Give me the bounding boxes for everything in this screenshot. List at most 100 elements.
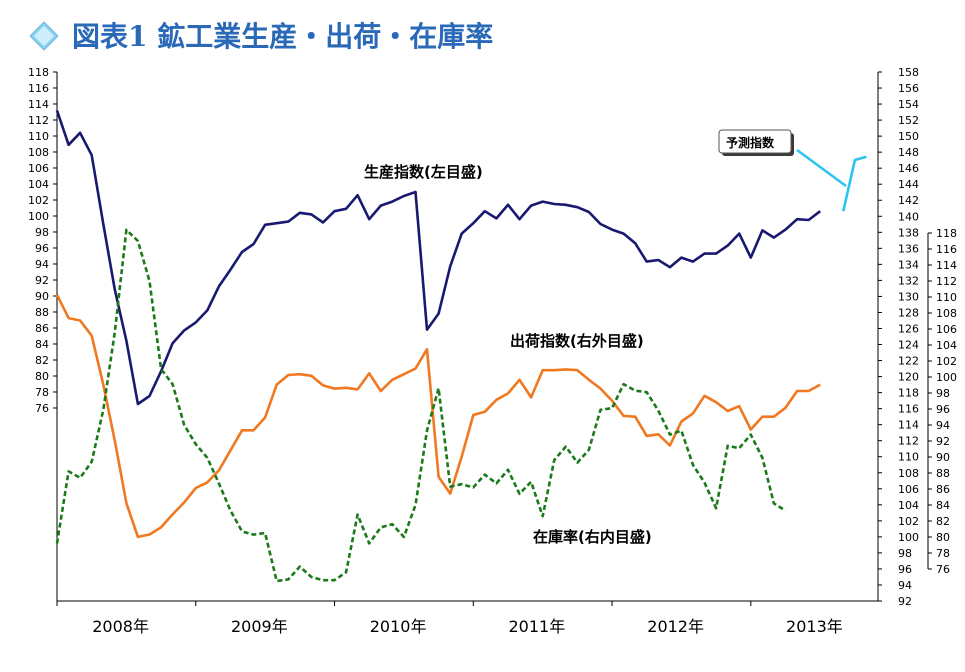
right-inner-tick-label: 116 <box>936 243 957 256</box>
x-tick-label: 2013年 <box>786 617 843 636</box>
right-inner-tick-label: 78 <box>936 547 950 560</box>
right-outer-tick-label: 152 <box>898 114 919 127</box>
right-outer-tick-label: 156 <box>898 82 919 95</box>
right-outer-tick-label: 102 <box>898 515 919 528</box>
right-inner-tick-label: 114 <box>936 259 957 272</box>
right-outer-tick-label: 110 <box>898 451 919 464</box>
right-outer-tick-label: 116 <box>898 403 919 416</box>
left-tick-label: 98 <box>35 226 49 239</box>
left-tick-label: 92 <box>35 274 49 287</box>
right-outer-tick-label: 142 <box>898 194 919 207</box>
x-tick-label: 2010年 <box>370 617 427 636</box>
left-tick-label: 76 <box>35 402 49 415</box>
right-outer-tick-label: 150 <box>898 130 919 143</box>
right-outer-tick-label: 136 <box>898 242 919 255</box>
right-inner-tick-label: 86 <box>936 483 950 496</box>
right-inner-tick-label: 96 <box>936 403 950 416</box>
right-inner-tick-label: 76 <box>936 563 950 576</box>
right-outer-tick-label: 108 <box>898 467 919 480</box>
x-tick-label: 2009年 <box>231 617 288 636</box>
right-inner-tick-label: 110 <box>936 291 957 304</box>
right-outer-tick-label: 132 <box>898 274 919 287</box>
left-tick-label: 106 <box>28 162 49 175</box>
diamond-icon <box>29 21 59 51</box>
right-outer-tick-label: 140 <box>898 210 919 223</box>
forecast-label: 予測指数 <box>726 135 775 150</box>
right-inner-tick-label: 106 <box>936 323 957 336</box>
forecast-pointer-line <box>796 148 847 188</box>
right-inner-tick-label: 84 <box>936 499 950 512</box>
right-outer-tick-label: 158 <box>898 66 919 79</box>
left-tick-label: 88 <box>35 306 49 319</box>
left-tick-label: 90 <box>35 290 49 303</box>
left-tick-label: 94 <box>35 258 49 271</box>
left-tick-label: 118 <box>28 66 49 79</box>
left-tick-label: 100 <box>28 210 49 223</box>
forecast-line <box>842 155 867 212</box>
left-tick-label: 80 <box>35 370 49 383</box>
right-inner-tick-label: 112 <box>936 275 957 288</box>
production-series-label: 生産指数(左目盛) <box>364 163 483 181</box>
right-outer-tick-label: 112 <box>898 435 919 448</box>
right-inner-tick-label: 90 <box>936 451 950 464</box>
right-inner-tick-label: 88 <box>936 467 950 480</box>
left-tick-label: 108 <box>28 146 49 159</box>
right-outer-tick-label: 96 <box>898 563 912 576</box>
right-outer-tick-label: 130 <box>898 290 919 303</box>
right-outer-tick-label: 100 <box>898 531 919 544</box>
chart-title: 図表1 鉱工業生産・出荷・在庫率 <box>72 20 493 53</box>
right-inner-tick-label: 104 <box>936 339 957 352</box>
right-outer-tick-label: 106 <box>898 483 919 496</box>
inventory-line <box>55 228 787 583</box>
left-tick-label: 110 <box>28 130 49 143</box>
right-inner-tick-label: 118 <box>936 227 957 240</box>
left-tick-label: 112 <box>28 114 49 127</box>
right-outer-tick-label: 124 <box>898 339 919 352</box>
left-tick-label: 102 <box>28 194 49 207</box>
right-inner-axis: 76 78 80 82 84 86 88 90 92 94 96 98 100 102 104 106 108 1… <box>927 227 957 576</box>
right-outer-tick-label: 98 <box>898 547 912 560</box>
left-axis: 76 78 80 82 84 86 88 90 92 94 96 98 100 102 104 106 108 1… <box>28 66 58 601</box>
left-tick-label: 78 <box>35 386 49 399</box>
left-tick-label: 96 <box>35 242 49 255</box>
right-outer-tick-label: 118 <box>898 387 919 400</box>
x-tick-label: 2012年 <box>647 617 704 636</box>
right-outer-tick-label: 148 <box>898 146 919 159</box>
inventory-series-label: 在庫率(右内目盛) <box>533 528 652 546</box>
right-outer-tick-label: 122 <box>898 355 919 368</box>
right-inner-tick-label: 82 <box>936 515 950 528</box>
right-outer-axis: 92 94 96 98 100 102 104 106 108 110 112 114 116 118 12… <box>877 66 919 608</box>
right-outer-tick-label: 146 <box>898 162 919 175</box>
right-outer-tick-label: 92 <box>898 595 912 608</box>
right-outer-tick-label: 128 <box>898 306 919 319</box>
left-tick-label: 86 <box>35 322 49 335</box>
right-outer-tick-label: 114 <box>898 419 919 432</box>
chart-title-group: 図表1 鉱工業生産・出荷・在庫率 <box>29 20 493 53</box>
right-outer-tick-label: 94 <box>898 579 912 592</box>
x-axis: 2008年 2009年 2010年 2011年 2012年 2013年 <box>56 600 878 636</box>
right-inner-tick-label: 92 <box>936 435 950 448</box>
x-tick-label: 2008年 <box>92 617 149 636</box>
right-inner-tick-label: 98 <box>936 387 950 400</box>
left-tick-label: 116 <box>28 82 49 95</box>
left-tick-label: 84 <box>35 338 49 351</box>
right-inner-tick-label: 94 <box>936 419 950 432</box>
right-outer-tick-label: 138 <box>898 226 919 239</box>
series-layer <box>55 109 867 583</box>
right-inner-tick-label: 100 <box>936 371 957 384</box>
right-outer-tick-label: 126 <box>898 322 919 335</box>
right-outer-tick-label: 144 <box>898 178 919 191</box>
right-outer-tick-label: 120 <box>898 371 919 384</box>
shipments-series-label: 出荷指数(右外目盛) <box>510 332 644 350</box>
forecast-callout: 予測指数 <box>718 129 794 156</box>
left-tick-label: 82 <box>35 354 49 367</box>
right-inner-tick-label: 108 <box>936 307 957 320</box>
production-line <box>55 109 821 406</box>
right-inner-tick-label: 102 <box>936 355 957 368</box>
shipments-line <box>55 294 821 539</box>
left-tick-label: 104 <box>28 178 49 191</box>
x-tick-label: 2011年 <box>509 617 566 636</box>
left-tick-label: 114 <box>28 98 49 111</box>
